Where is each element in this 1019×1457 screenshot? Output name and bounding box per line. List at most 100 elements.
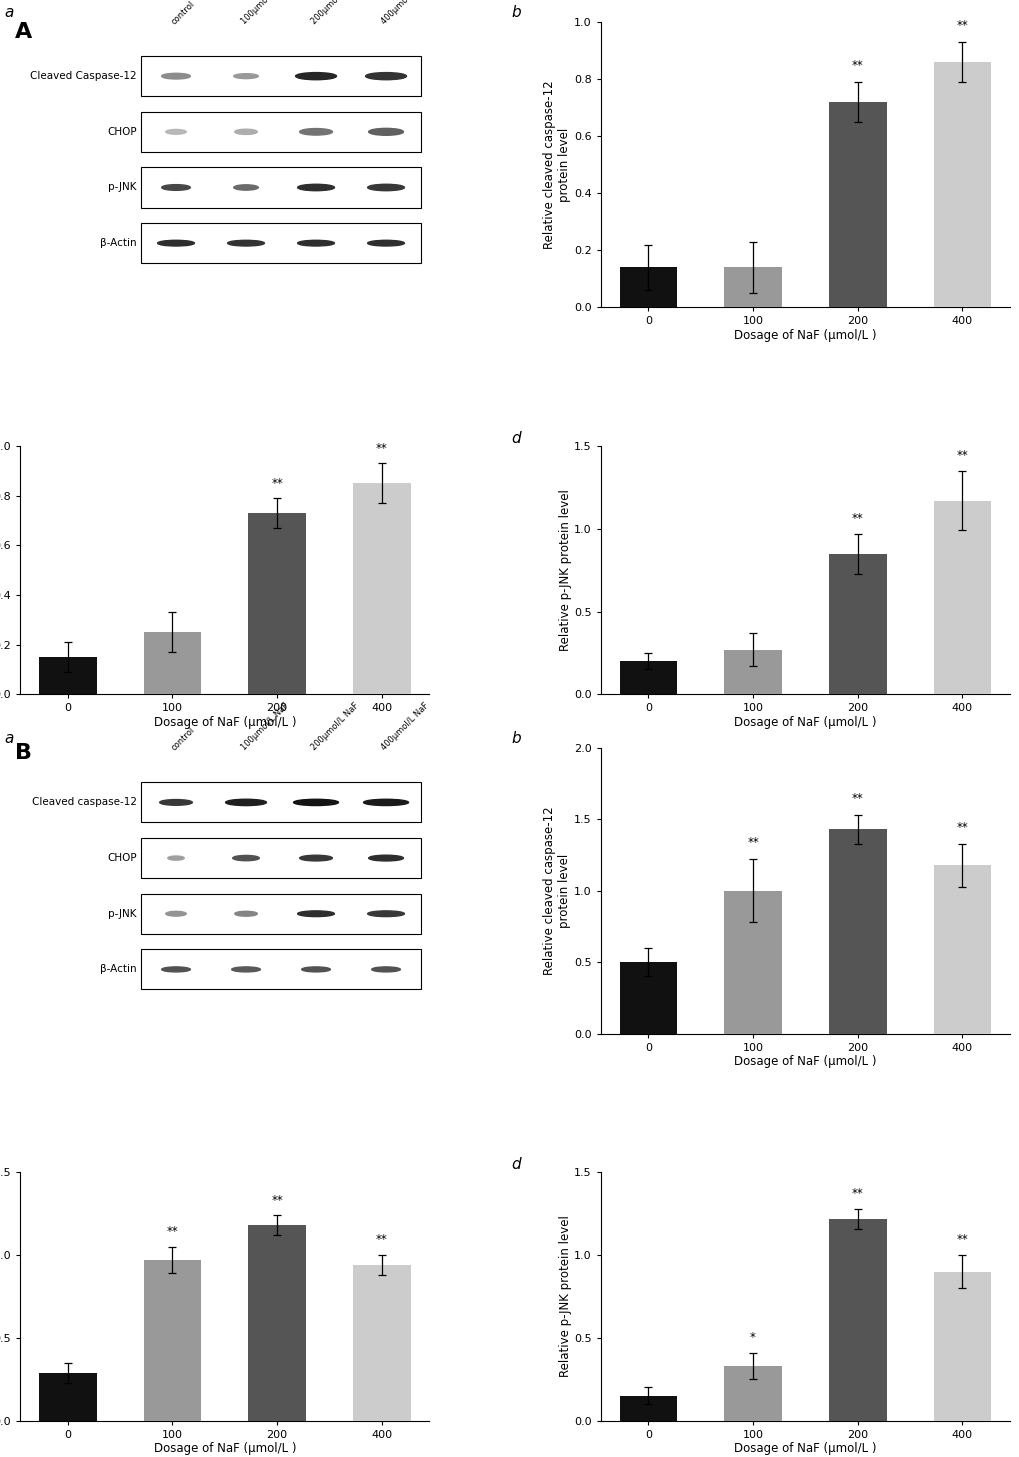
Ellipse shape — [162, 967, 191, 972]
Y-axis label: Relative p-JNK protein level: Relative p-JNK protein level — [558, 490, 571, 651]
Bar — [619, 267, 677, 307]
Y-axis label: Relative cleaved caspase-12
protein level: Relative cleaved caspase-12 protein leve… — [543, 80, 571, 249]
Text: β-Actin: β-Actin — [100, 965, 137, 975]
Text: d: d — [511, 1157, 520, 1173]
Ellipse shape — [368, 128, 404, 136]
Text: CHOP: CHOP — [107, 854, 137, 863]
Bar — [353, 484, 411, 695]
Ellipse shape — [166, 912, 186, 916]
Bar — [141, 950, 421, 989]
Text: 100μmol/L NaF: 100μmol/L NaF — [239, 701, 290, 752]
Bar — [828, 1218, 886, 1421]
Ellipse shape — [166, 130, 186, 134]
Ellipse shape — [233, 74, 258, 79]
Bar — [141, 168, 421, 207]
Bar — [723, 890, 781, 1033]
Bar — [141, 838, 421, 879]
Ellipse shape — [234, 911, 257, 916]
Bar — [932, 501, 990, 695]
Text: **: ** — [747, 836, 758, 849]
Bar — [619, 661, 677, 695]
Text: β-Actin: β-Actin — [100, 237, 137, 248]
Bar — [932, 1272, 990, 1421]
Bar — [39, 657, 97, 695]
Text: b: b — [511, 731, 520, 746]
Text: **: ** — [271, 1193, 282, 1206]
Bar — [249, 513, 306, 695]
Ellipse shape — [302, 967, 330, 972]
Bar — [828, 829, 886, 1033]
Text: p-JNK: p-JNK — [108, 909, 137, 919]
Text: **: ** — [956, 449, 967, 462]
Text: a: a — [4, 4, 13, 20]
Bar — [141, 893, 421, 934]
Bar — [353, 1265, 411, 1421]
Text: **: ** — [956, 19, 967, 32]
Text: **: ** — [956, 1234, 967, 1246]
Text: 200μmol/L NaF: 200μmol/L NaF — [310, 701, 361, 752]
Text: **: ** — [851, 1187, 863, 1201]
Bar — [723, 267, 781, 307]
Text: a: a — [4, 731, 13, 746]
X-axis label: Dosage of NaF (μmol/L ): Dosage of NaF (μmol/L ) — [734, 329, 875, 342]
Bar — [141, 223, 421, 264]
Ellipse shape — [367, 911, 405, 916]
Bar — [723, 650, 781, 695]
Bar — [141, 57, 421, 96]
Text: **: ** — [166, 1225, 178, 1238]
Text: **: ** — [956, 820, 967, 833]
Y-axis label: Relative p-JNK protein level: Relative p-JNK protein level — [558, 1215, 571, 1377]
Text: CHOP: CHOP — [107, 127, 137, 137]
Text: control: control — [169, 0, 197, 26]
Text: control: control — [169, 726, 197, 752]
Ellipse shape — [234, 130, 257, 134]
Bar — [141, 782, 421, 822]
Text: 400μmol/L NaF: 400μmol/L NaF — [379, 701, 430, 752]
Ellipse shape — [296, 73, 336, 80]
Y-axis label: Relative cleaved caspase-12
protein level: Relative cleaved caspase-12 protein leve… — [543, 807, 571, 975]
Bar — [619, 1396, 677, 1421]
Ellipse shape — [225, 800, 266, 806]
Ellipse shape — [160, 800, 193, 806]
X-axis label: Dosage of NaF (μmol/L ): Dosage of NaF (μmol/L ) — [734, 717, 875, 728]
Text: **: ** — [851, 511, 863, 525]
Bar — [932, 61, 990, 307]
Text: Cleaved caspase-12: Cleaved caspase-12 — [32, 797, 137, 807]
Bar — [144, 632, 201, 695]
Bar — [141, 112, 421, 152]
Text: **: ** — [851, 58, 863, 71]
Ellipse shape — [231, 967, 260, 972]
Bar — [249, 1225, 306, 1421]
Ellipse shape — [368, 855, 404, 861]
Ellipse shape — [367, 240, 405, 246]
Ellipse shape — [227, 240, 264, 246]
Ellipse shape — [233, 185, 258, 191]
Text: Cleaved Caspase-12: Cleaved Caspase-12 — [31, 71, 137, 82]
Bar — [723, 1367, 781, 1421]
Ellipse shape — [162, 185, 191, 191]
Text: b: b — [511, 4, 520, 20]
Text: B: B — [15, 743, 33, 763]
Ellipse shape — [300, 855, 332, 861]
Bar — [619, 962, 677, 1033]
Text: 400μmol/L NaF: 400μmol/L NaF — [379, 0, 430, 26]
Ellipse shape — [371, 967, 400, 972]
Text: **: ** — [271, 476, 282, 490]
Ellipse shape — [298, 911, 334, 916]
Ellipse shape — [300, 128, 332, 136]
Bar — [828, 102, 886, 307]
Bar — [144, 1260, 201, 1421]
Text: A: A — [15, 22, 33, 42]
Text: 200μmol/L NaF: 200μmol/L NaF — [310, 0, 361, 26]
Ellipse shape — [232, 855, 259, 861]
Text: *: * — [749, 1332, 755, 1343]
Ellipse shape — [367, 184, 405, 191]
X-axis label: Dosage of NaF (μmol/L ): Dosage of NaF (μmol/L ) — [734, 1055, 875, 1068]
Ellipse shape — [162, 73, 191, 79]
Text: **: ** — [376, 1234, 387, 1246]
X-axis label: Dosage of NaF (μmol/L ): Dosage of NaF (μmol/L ) — [154, 717, 296, 728]
Text: **: ** — [851, 793, 863, 806]
Ellipse shape — [158, 240, 195, 246]
Text: p-JNK: p-JNK — [108, 182, 137, 192]
X-axis label: Dosage of NaF (μmol/L ): Dosage of NaF (μmol/L ) — [734, 1442, 875, 1456]
